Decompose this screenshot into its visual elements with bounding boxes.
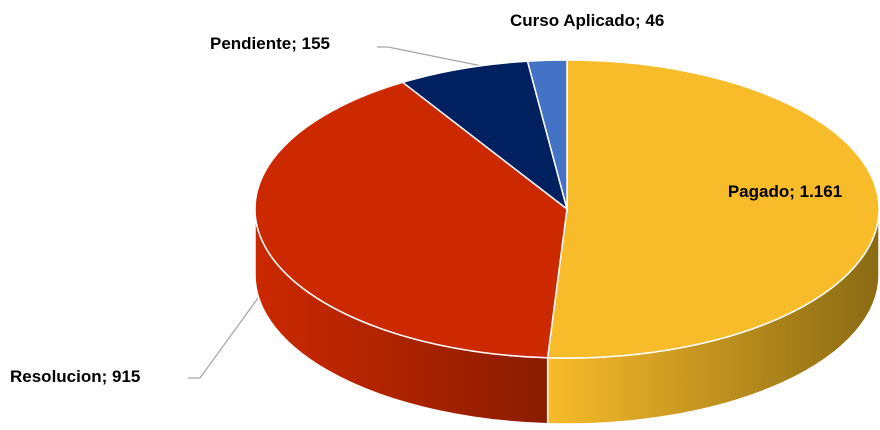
leader-lines [188,46,483,379]
data-label: Resolucion; 915 [10,367,140,386]
data-label: Curso Aplicado; 46 [510,11,664,30]
label-separator: ; [789,182,799,201]
pie-slice [254,81,568,359]
label-category: Curso Aplicado [510,11,635,30]
data-label: Pendiente; 155 [210,34,330,53]
label-value: 155 [302,34,330,53]
data-label: Pagado; 1.161 [728,182,842,201]
label-value: 46 [645,11,664,30]
pie-slice [546,59,880,359]
label-separator: ; [102,367,112,386]
label-category: Pagado [728,182,789,201]
label-category: Resolucion [10,367,102,386]
label-separator: ; [635,11,645,30]
leader-line [188,286,267,379]
pie-slice [401,60,569,211]
label-category: Pendiente [210,34,291,53]
leader-line [377,46,483,67]
label-value: 915 [112,367,140,386]
label-value: 1.161 [800,182,843,201]
label-separator: ; [291,34,301,53]
pie-slice [526,59,568,210]
pie-tops [254,59,880,359]
